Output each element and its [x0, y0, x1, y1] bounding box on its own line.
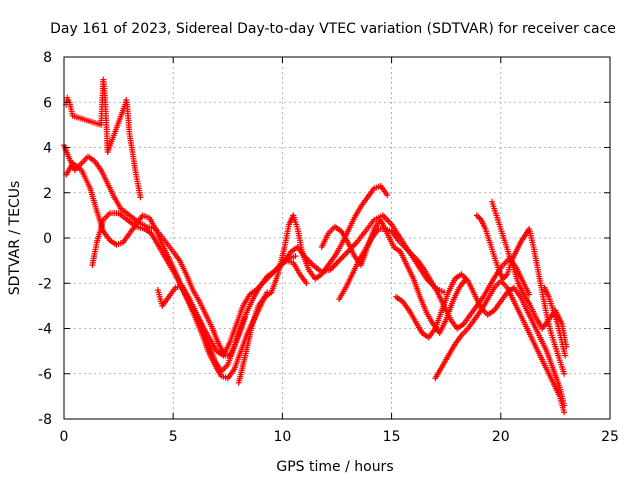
- x-tick-label: 5: [169, 429, 178, 445]
- y-tick-label: 8: [43, 50, 52, 66]
- y-tick-label: 6: [43, 95, 52, 111]
- y-tick-label: 0: [43, 231, 52, 247]
- series-track-a-spikes: [63, 76, 144, 201]
- series-track-k: [473, 212, 568, 377]
- series-track-b: [63, 160, 271, 382]
- x-tick-label: 10: [273, 429, 291, 445]
- data-point: [303, 280, 310, 287]
- series-track-c: [89, 210, 299, 359]
- series-track-l: [489, 198, 570, 350]
- y-tick-label: 2: [43, 186, 52, 202]
- y-tick-label: -4: [38, 322, 52, 338]
- tick-layer: 0 5 10 15 20 25 -8 -6 -4 -2 0 2 4 6 8: [38, 50, 619, 445]
- series-track-a: [61, 142, 249, 359]
- series-track-j: [432, 277, 568, 416]
- y-tick-label: -8: [38, 412, 52, 428]
- data-point: [562, 352, 569, 359]
- series-track-i: [392, 271, 568, 409]
- y-tick-label: 4: [43, 141, 52, 157]
- x-tick-label: 0: [60, 429, 69, 445]
- y-tick-label: -2: [38, 276, 52, 292]
- x-tick-label: 20: [492, 429, 510, 445]
- series-track-h: [336, 225, 533, 332]
- x-tick-label: 15: [383, 429, 401, 445]
- y-tick-label: -6: [38, 367, 52, 383]
- x-tick-label: 25: [601, 429, 619, 445]
- series-track-m: [541, 284, 569, 359]
- y-axis-label: SDTVAR / TECUs: [7, 181, 23, 296]
- grid-layer: [64, 57, 610, 419]
- data-point: [384, 192, 391, 199]
- data-point: [137, 194, 144, 201]
- data-point: [526, 291, 533, 298]
- data-point: [292, 253, 299, 260]
- chart-title: Day 161 of 2023, Sidereal Day-to-day VTE…: [50, 21, 616, 37]
- data-point: [561, 370, 568, 377]
- x-axis-label: GPS time / hours: [276, 459, 393, 475]
- data-point: [561, 409, 568, 416]
- data-layer: [61, 76, 570, 416]
